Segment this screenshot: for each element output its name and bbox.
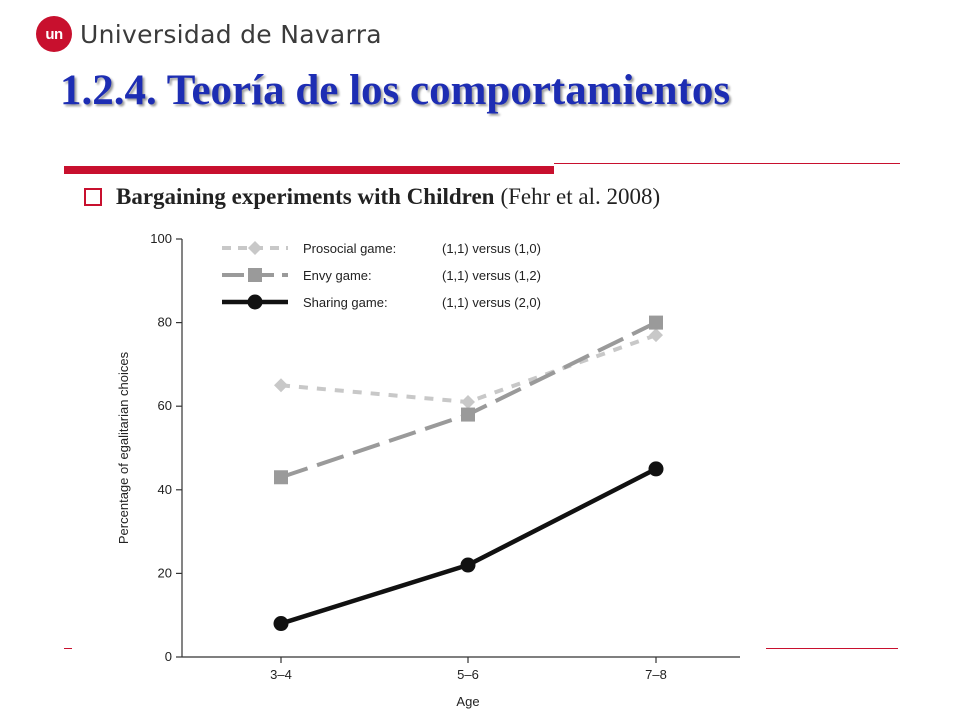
series-layer xyxy=(273,315,664,632)
y-tick-label: 20 xyxy=(158,565,172,580)
legend-series-name: Sharing game: xyxy=(303,295,388,310)
x-tick-label: 3–4 xyxy=(270,667,292,682)
chart-legend: Prosocial game: (1,1) versus (1,0) Envy ga… xyxy=(222,241,541,310)
series-line xyxy=(280,466,658,626)
line-chart: Percentage of egalitarian choices Age 0 2… xyxy=(116,231,740,709)
x-axis-ticks: 3–4 5–6 7–8 xyxy=(270,657,667,682)
series-line xyxy=(280,333,657,405)
title-rule-thick xyxy=(64,166,554,174)
legend-marker xyxy=(248,241,262,255)
y-tick-label: 100 xyxy=(150,231,172,246)
y-axis-title: Percentage of egalitarian choices xyxy=(116,351,131,544)
y-tick-label: 80 xyxy=(158,315,172,330)
data-point xyxy=(461,395,475,410)
legend-marker xyxy=(248,268,262,282)
title-rule-thin xyxy=(554,163,900,164)
slide-title: 1.2.4. Teoría de los comportamientos xyxy=(60,67,731,114)
legend-series-comparison: (1,1) versus (1,2) xyxy=(442,268,541,283)
bullet-heading: Bargaining experiments with Children xyxy=(116,184,495,209)
logo-mark: un xyxy=(36,16,72,52)
footer-rule-right xyxy=(766,648,898,649)
university-logo: un Universidad de Navarra xyxy=(36,14,382,54)
y-tick-label: 60 xyxy=(158,398,172,413)
data-point xyxy=(648,461,664,477)
series-3 xyxy=(273,461,664,632)
x-tick-label: 7–8 xyxy=(645,667,667,682)
data-point xyxy=(460,557,476,573)
legend-series-comparison: (1,1) versus (2,0) xyxy=(442,295,541,310)
legend-marker xyxy=(247,294,263,310)
legend-series-name: Envy game: xyxy=(303,268,372,283)
data-point xyxy=(273,616,289,632)
data-point xyxy=(274,470,288,485)
data-point xyxy=(461,407,475,422)
data-point xyxy=(649,328,663,343)
data-point xyxy=(649,315,663,330)
y-axis-ticks: 0 20 40 60 80 100 xyxy=(150,231,182,664)
y-tick-label: 40 xyxy=(158,482,172,497)
series-2 xyxy=(274,315,663,485)
x-tick-label: 5–6 xyxy=(457,667,479,682)
series-1 xyxy=(274,328,663,410)
bullet-square-icon xyxy=(84,188,102,206)
x-axis-title: Age xyxy=(456,694,479,709)
legend-series-comparison: (1,1) versus (1,0) xyxy=(442,241,541,256)
bullet-citation: (Fehr et al. 2008) xyxy=(500,184,661,209)
footer-rule-left xyxy=(64,648,72,649)
legend-series-name: Prosocial game: xyxy=(303,241,396,256)
y-tick-label: 0 xyxy=(165,649,172,664)
data-point xyxy=(274,378,288,393)
institution-name: Universidad de Navarra xyxy=(80,19,382,49)
bullet-item: Bargaining experiments with Children (Fe… xyxy=(84,184,660,210)
